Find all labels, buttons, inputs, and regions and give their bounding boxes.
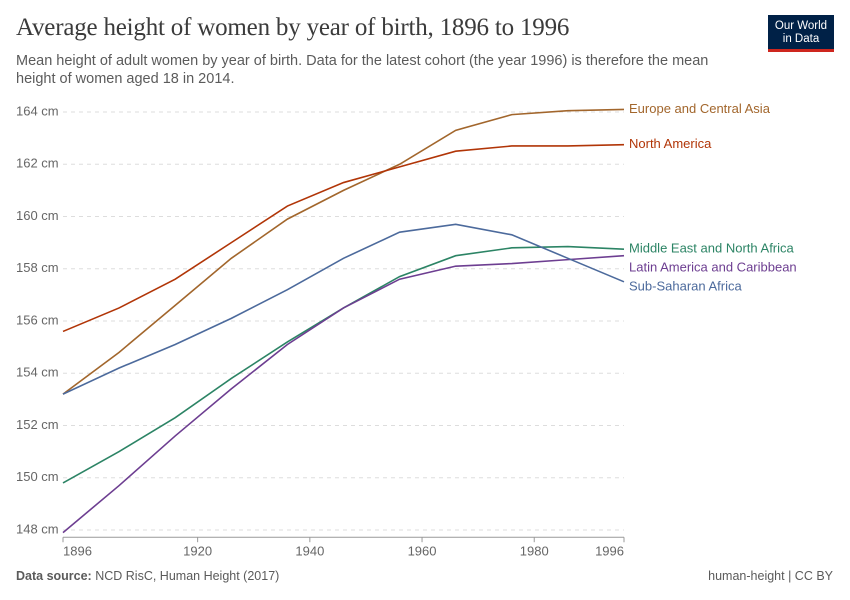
y-tick-label: 162 cm	[16, 156, 59, 171]
x-tick-label: 1980	[520, 544, 549, 559]
series-label: Sub-Saharan Africa	[629, 279, 743, 294]
y-tick-label: 152 cm	[16, 417, 59, 432]
x-tick-label: 1920	[183, 544, 212, 559]
series-label: Europe and Central Asia	[629, 101, 771, 116]
logo-line: Our World	[774, 20, 828, 32]
y-tick-label: 156 cm	[16, 312, 59, 327]
license[interactable]: human-height | CC BY	[708, 569, 833, 583]
series-label: Middle East and North Africa	[629, 241, 795, 256]
logo[interactable]: Our World in Data	[768, 15, 834, 52]
series-line	[62, 108, 625, 395]
series-line	[62, 143, 625, 333]
x-tick-label: 1940	[295, 544, 324, 559]
source-label: Data source:	[16, 569, 92, 583]
series-label: Latin America and Caribbean	[629, 260, 797, 275]
source: Data source: NCD RisC, Human Height (201…	[16, 569, 279, 583]
y-tick-label: 160 cm	[16, 208, 59, 223]
y-tick-label: 150 cm	[16, 469, 59, 484]
y-tick-label: 148 cm	[16, 521, 59, 536]
series-label: North America	[629, 136, 712, 151]
logo-line: in Data	[782, 33, 820, 45]
x-tick-label: 1896	[63, 544, 92, 559]
y-tick-label: 154 cm	[16, 365, 59, 380]
x-tick-label: 1996	[595, 544, 624, 559]
series-line	[62, 223, 625, 395]
source-text[interactable]: NCD RisC, Human Height (2017)	[95, 569, 280, 583]
series-line	[62, 245, 625, 484]
chart-subtitle: Mean height of adult women by year of bi…	[16, 53, 709, 87]
y-tick-label: 158 cm	[16, 260, 59, 275]
x-tick-label: 1960	[408, 544, 437, 559]
series-line	[62, 254, 625, 534]
y-tick-label: 164 cm	[16, 103, 59, 118]
chart-title: Average height of women by year of birth…	[16, 14, 570, 41]
